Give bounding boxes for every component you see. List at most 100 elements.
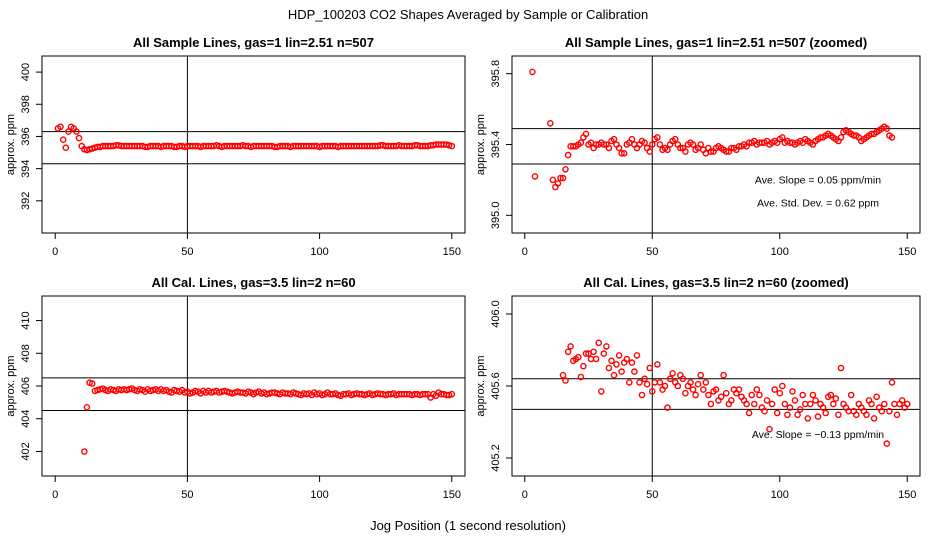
annotation-text: Ave. Slope = −0.13 ppm/min bbox=[752, 429, 884, 441]
y-tick-label: 408 bbox=[20, 344, 32, 362]
data-point bbox=[766, 425, 773, 433]
data-point bbox=[863, 411, 870, 419]
y-tick-label: 398 bbox=[20, 95, 32, 113]
x-tick-label: 50 bbox=[181, 246, 193, 258]
data-point bbox=[595, 339, 603, 347]
y-tick-label: 402 bbox=[20, 442, 32, 460]
data-point bbox=[763, 397, 771, 404]
data-point bbox=[868, 400, 875, 408]
data-point bbox=[878, 407, 886, 415]
data-point bbox=[830, 400, 837, 408]
data-point bbox=[702, 379, 710, 386]
data-point bbox=[643, 380, 651, 388]
data-point bbox=[448, 142, 456, 150]
data-point bbox=[682, 389, 689, 397]
data-point bbox=[712, 386, 720, 393]
data-point bbox=[547, 120, 554, 127]
data-point bbox=[669, 370, 676, 377]
x-tick-label: 100 bbox=[771, 489, 789, 501]
data-point bbox=[888, 134, 896, 141]
data-point bbox=[590, 348, 597, 356]
data-point bbox=[832, 395, 840, 402]
data-point bbox=[633, 352, 641, 359]
data-point bbox=[791, 397, 799, 404]
data-point bbox=[59, 136, 67, 143]
y-tick-label: 395.8 bbox=[490, 60, 502, 88]
x-tick-label: 0 bbox=[52, 246, 58, 258]
data-point bbox=[641, 375, 648, 383]
data-point bbox=[567, 343, 574, 350]
data-point bbox=[722, 148, 730, 155]
data-point bbox=[559, 174, 567, 182]
data-point bbox=[62, 144, 70, 151]
data-point bbox=[603, 343, 610, 350]
data-point bbox=[88, 380, 96, 387]
data-point bbox=[610, 371, 618, 379]
y-tick-label: 400 bbox=[20, 63, 32, 81]
data-point bbox=[796, 406, 804, 413]
y-tick-label: 395.4 bbox=[490, 131, 502, 159]
y-tick-label: 405.2 bbox=[490, 444, 502, 472]
x-tick-label: 50 bbox=[646, 489, 658, 501]
data-point bbox=[623, 355, 631, 363]
data-point bbox=[753, 386, 761, 393]
data-point bbox=[883, 440, 891, 447]
data-point bbox=[751, 400, 758, 408]
data-point bbox=[615, 352, 623, 359]
data-point bbox=[728, 397, 735, 404]
x-tick-label: 0 bbox=[522, 489, 528, 501]
panel-title: All Sample Lines, gas=1 lin=2.51 n=507 (… bbox=[565, 35, 867, 50]
data-point bbox=[575, 353, 582, 361]
data-point bbox=[674, 382, 682, 390]
x-tick-label: 100 bbox=[310, 489, 328, 501]
data-point bbox=[661, 382, 669, 390]
data-point bbox=[631, 368, 638, 375]
data-point bbox=[421, 390, 429, 398]
data-point bbox=[529, 68, 536, 76]
panel-title: All Cal. Lines, gas=3.5 lin=2 n=60 (zoom… bbox=[583, 275, 849, 290]
panel-title: All Sample Lines, gas=1 lin=2.51 n=507 bbox=[133, 35, 374, 50]
plot-frame bbox=[41, 295, 466, 477]
y-axis-label: approx. ppm bbox=[5, 114, 17, 175]
data-point bbox=[554, 180, 562, 187]
data-point bbox=[654, 361, 661, 368]
panel-sample-lines: All Sample Lines, gas=1 lin=2.51 n=507 0 5… bbox=[5, 35, 466, 258]
data-point bbox=[620, 149, 628, 157]
data-point bbox=[582, 130, 590, 138]
data-point bbox=[888, 379, 896, 386]
data-point bbox=[773, 409, 781, 417]
data-point bbox=[771, 386, 779, 393]
data-point bbox=[694, 380, 702, 388]
data-point bbox=[819, 404, 827, 411]
data-point bbox=[809, 391, 817, 399]
data-point bbox=[784, 411, 791, 419]
data-point bbox=[827, 391, 835, 399]
data-point bbox=[697, 371, 705, 379]
y-tick-label: 410 bbox=[20, 311, 32, 329]
x-tick-label: 150 bbox=[443, 246, 461, 258]
data-point bbox=[722, 389, 730, 397]
y-tick-label: 406 bbox=[20, 377, 32, 395]
panel-cal-lines: All Cal. Lines, gas=3.5 lin=2 n=60 0 50 100… bbox=[5, 275, 466, 501]
annotation-text: Ave. Std. Dev. = 0.62 ppm bbox=[757, 197, 879, 209]
plot-frame bbox=[41, 55, 466, 234]
data-point bbox=[687, 379, 694, 386]
data-point bbox=[700, 386, 707, 393]
data-point bbox=[605, 144, 613, 152]
data-point bbox=[873, 393, 881, 401]
data-point bbox=[562, 377, 569, 384]
data-point bbox=[628, 359, 636, 366]
annotation-text: Ave. Slope = 0.05 ppm/min bbox=[755, 174, 881, 186]
data-point bbox=[608, 357, 615, 365]
data-point bbox=[837, 134, 845, 141]
x-tick-label: 50 bbox=[181, 489, 193, 501]
data-point bbox=[807, 400, 814, 408]
panel-title: All Cal. Lines, gas=3.5 lin=2 n=60 bbox=[151, 275, 355, 290]
data-point bbox=[618, 149, 625, 157]
y-tick-label: 404 bbox=[20, 410, 32, 428]
figure-title: HDP_100203 CO2 Shapes Averaged by Sample… bbox=[288, 7, 648, 22]
data-point bbox=[81, 448, 88, 455]
data-point bbox=[870, 415, 878, 422]
data-point bbox=[837, 364, 845, 372]
